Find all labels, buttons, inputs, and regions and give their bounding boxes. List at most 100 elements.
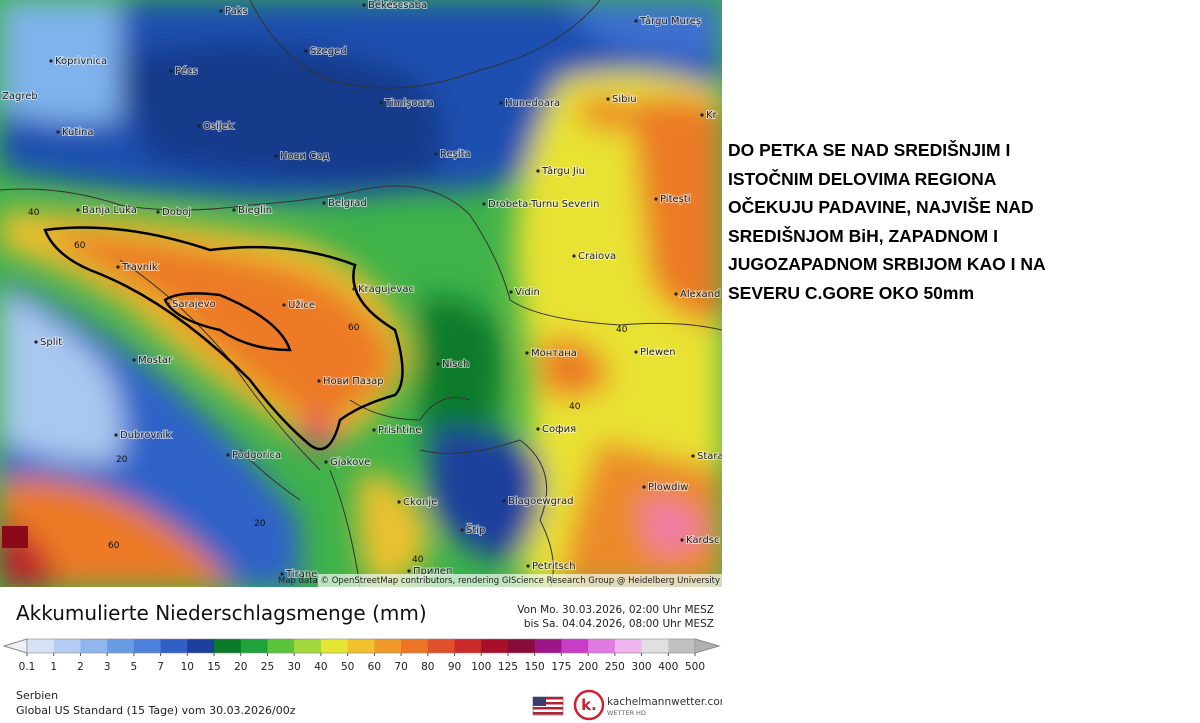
colorbar-tick-label: 20 bbox=[234, 661, 247, 673]
annotation-line: ISTOČNIM DELOVIMA REGIONA bbox=[728, 168, 997, 189]
colorbar-tick-label: 90 bbox=[448, 661, 461, 673]
city-label: Banja Luka bbox=[82, 205, 137, 216]
colorbar-segment bbox=[27, 639, 55, 653]
contour-label: 40 bbox=[28, 208, 40, 218]
city-label: Zagreb bbox=[2, 91, 38, 102]
city-dot bbox=[56, 130, 60, 134]
colorbar-segment bbox=[534, 639, 562, 653]
city-dot bbox=[642, 485, 646, 489]
city-label: Užice bbox=[288, 299, 315, 311]
city-dot bbox=[674, 292, 678, 296]
city-dot bbox=[322, 201, 326, 205]
city-label: Craiova bbox=[578, 251, 616, 262]
city-label: Tirane bbox=[285, 569, 317, 580]
city-dot bbox=[226, 453, 230, 457]
city-label: Koprivnica bbox=[55, 56, 107, 67]
colorbar-segment bbox=[481, 639, 509, 653]
model-run: Global US Standard (15 Tage) vom 30.03.2… bbox=[16, 704, 296, 717]
city-dot bbox=[352, 287, 356, 291]
city-dot bbox=[436, 362, 440, 366]
city-dot bbox=[76, 208, 80, 212]
colorbar: 0.1 1 2 3 5 7 10 15 20 25 30 40 50 60 70 80 90 100 125 150 1… bbox=[2, 638, 721, 673]
city-dot bbox=[219, 9, 223, 13]
period-to: bis Sa. 04.04.2026, 08:00 Uhr MESZ bbox=[524, 618, 714, 630]
annotation-line: OČEKUJU PADAVINE, NAJVIŠE NAD bbox=[728, 197, 1034, 218]
flag bbox=[532, 696, 564, 716]
city-dot bbox=[379, 101, 383, 105]
city-dot bbox=[634, 350, 638, 354]
city-label: Sibiu bbox=[612, 94, 637, 105]
city-label: Монтана bbox=[531, 348, 577, 359]
city-dot bbox=[509, 290, 513, 294]
colorbar-segment bbox=[507, 639, 536, 653]
city-dot bbox=[526, 564, 530, 568]
city-dot bbox=[680, 538, 684, 542]
city-label: Alexand bbox=[680, 289, 720, 300]
contour-label: 60 bbox=[108, 541, 120, 551]
legend-title: Akkumulierte Niederschlagsmenge (mm) bbox=[16, 601, 427, 625]
colorbar-tick-label: 30 bbox=[288, 661, 301, 673]
city-dot bbox=[304, 49, 308, 53]
city-label: Prishtine bbox=[378, 425, 421, 436]
colorbar-tick-label: 25 bbox=[261, 661, 274, 673]
colorbar-tick-label: 40 bbox=[314, 661, 327, 673]
city-label: Belgrad bbox=[328, 198, 367, 209]
city-label: Pécs bbox=[175, 65, 198, 77]
city-dot bbox=[317, 379, 321, 383]
attribution: Map data © OpenStreetMap contributors, r… bbox=[278, 576, 720, 586]
colorbar-tick-label: 10 bbox=[181, 661, 194, 673]
colorbar-tick-label: 250 bbox=[605, 661, 625, 673]
colorbar-segment bbox=[401, 639, 429, 653]
colorbar-tick-label: 300 bbox=[632, 661, 652, 673]
logo bbox=[573, 689, 605, 721]
city-dot bbox=[572, 254, 576, 258]
colorbar-tick-label: 70 bbox=[394, 661, 407, 673]
city-label: Nisch bbox=[442, 359, 469, 370]
city-dot bbox=[482, 202, 486, 206]
city-label: Sarajevo bbox=[172, 299, 216, 310]
colorbar-tick-label: 15 bbox=[207, 661, 220, 673]
colorbar-segment bbox=[588, 639, 616, 653]
city-label: Blagoewgrad bbox=[508, 496, 574, 507]
city-label: Travnik bbox=[121, 262, 158, 273]
colorbar-segment bbox=[641, 639, 669, 653]
city-dot bbox=[156, 210, 160, 214]
city-dot bbox=[691, 454, 695, 458]
brand-sub: WETTER HD bbox=[607, 709, 646, 717]
city-label: Štip bbox=[466, 523, 485, 536]
colorbar-tick-label: 200 bbox=[578, 661, 598, 673]
colorbar-segment bbox=[374, 639, 402, 653]
city-dot bbox=[282, 303, 286, 307]
contour-label: 60 bbox=[348, 323, 360, 333]
precip-field bbox=[0, 0, 722, 587]
city-label: Dubrovnik bbox=[120, 430, 171, 441]
city-label: Plewen bbox=[640, 347, 676, 358]
colorbar-tick-label: 400 bbox=[658, 661, 678, 673]
colorbar-segment bbox=[240, 639, 268, 653]
colorbar-segment bbox=[427, 639, 456, 653]
colorbar-tick-label: 150 bbox=[525, 661, 545, 673]
city-dot bbox=[634, 19, 638, 23]
colorbar-tick-label: 2 bbox=[77, 661, 84, 673]
colorbar-segment bbox=[214, 639, 242, 653]
colorbar-segment bbox=[80, 639, 108, 653]
colorbar-frame bbox=[26, 638, 696, 654]
city-dot bbox=[324, 460, 328, 464]
colorbar-tick-label: 80 bbox=[421, 661, 434, 673]
annotation-line: JUGOZAPADNOM SRBIJOM KAO I NA bbox=[728, 254, 1046, 275]
period-from: Von Mo. 30.03.2026, 02:00 Uhr MESZ bbox=[517, 604, 714, 616]
colorbar-tick-label: 100 bbox=[471, 661, 491, 673]
colorbar-tick-label: 0.1 bbox=[19, 661, 36, 673]
logo-text: k. bbox=[581, 696, 597, 714]
colorbar-segment bbox=[107, 639, 135, 653]
city-dot bbox=[362, 3, 366, 7]
precip-contour bbox=[43, 226, 404, 451]
colorbar-segment bbox=[187, 639, 215, 653]
city-dot bbox=[700, 113, 704, 117]
city-label: Drobeta-Turnu Severin bbox=[488, 199, 599, 210]
city-label: Paks bbox=[225, 6, 248, 17]
city-dot bbox=[407, 569, 411, 573]
city-label: Petritsch bbox=[532, 561, 576, 572]
